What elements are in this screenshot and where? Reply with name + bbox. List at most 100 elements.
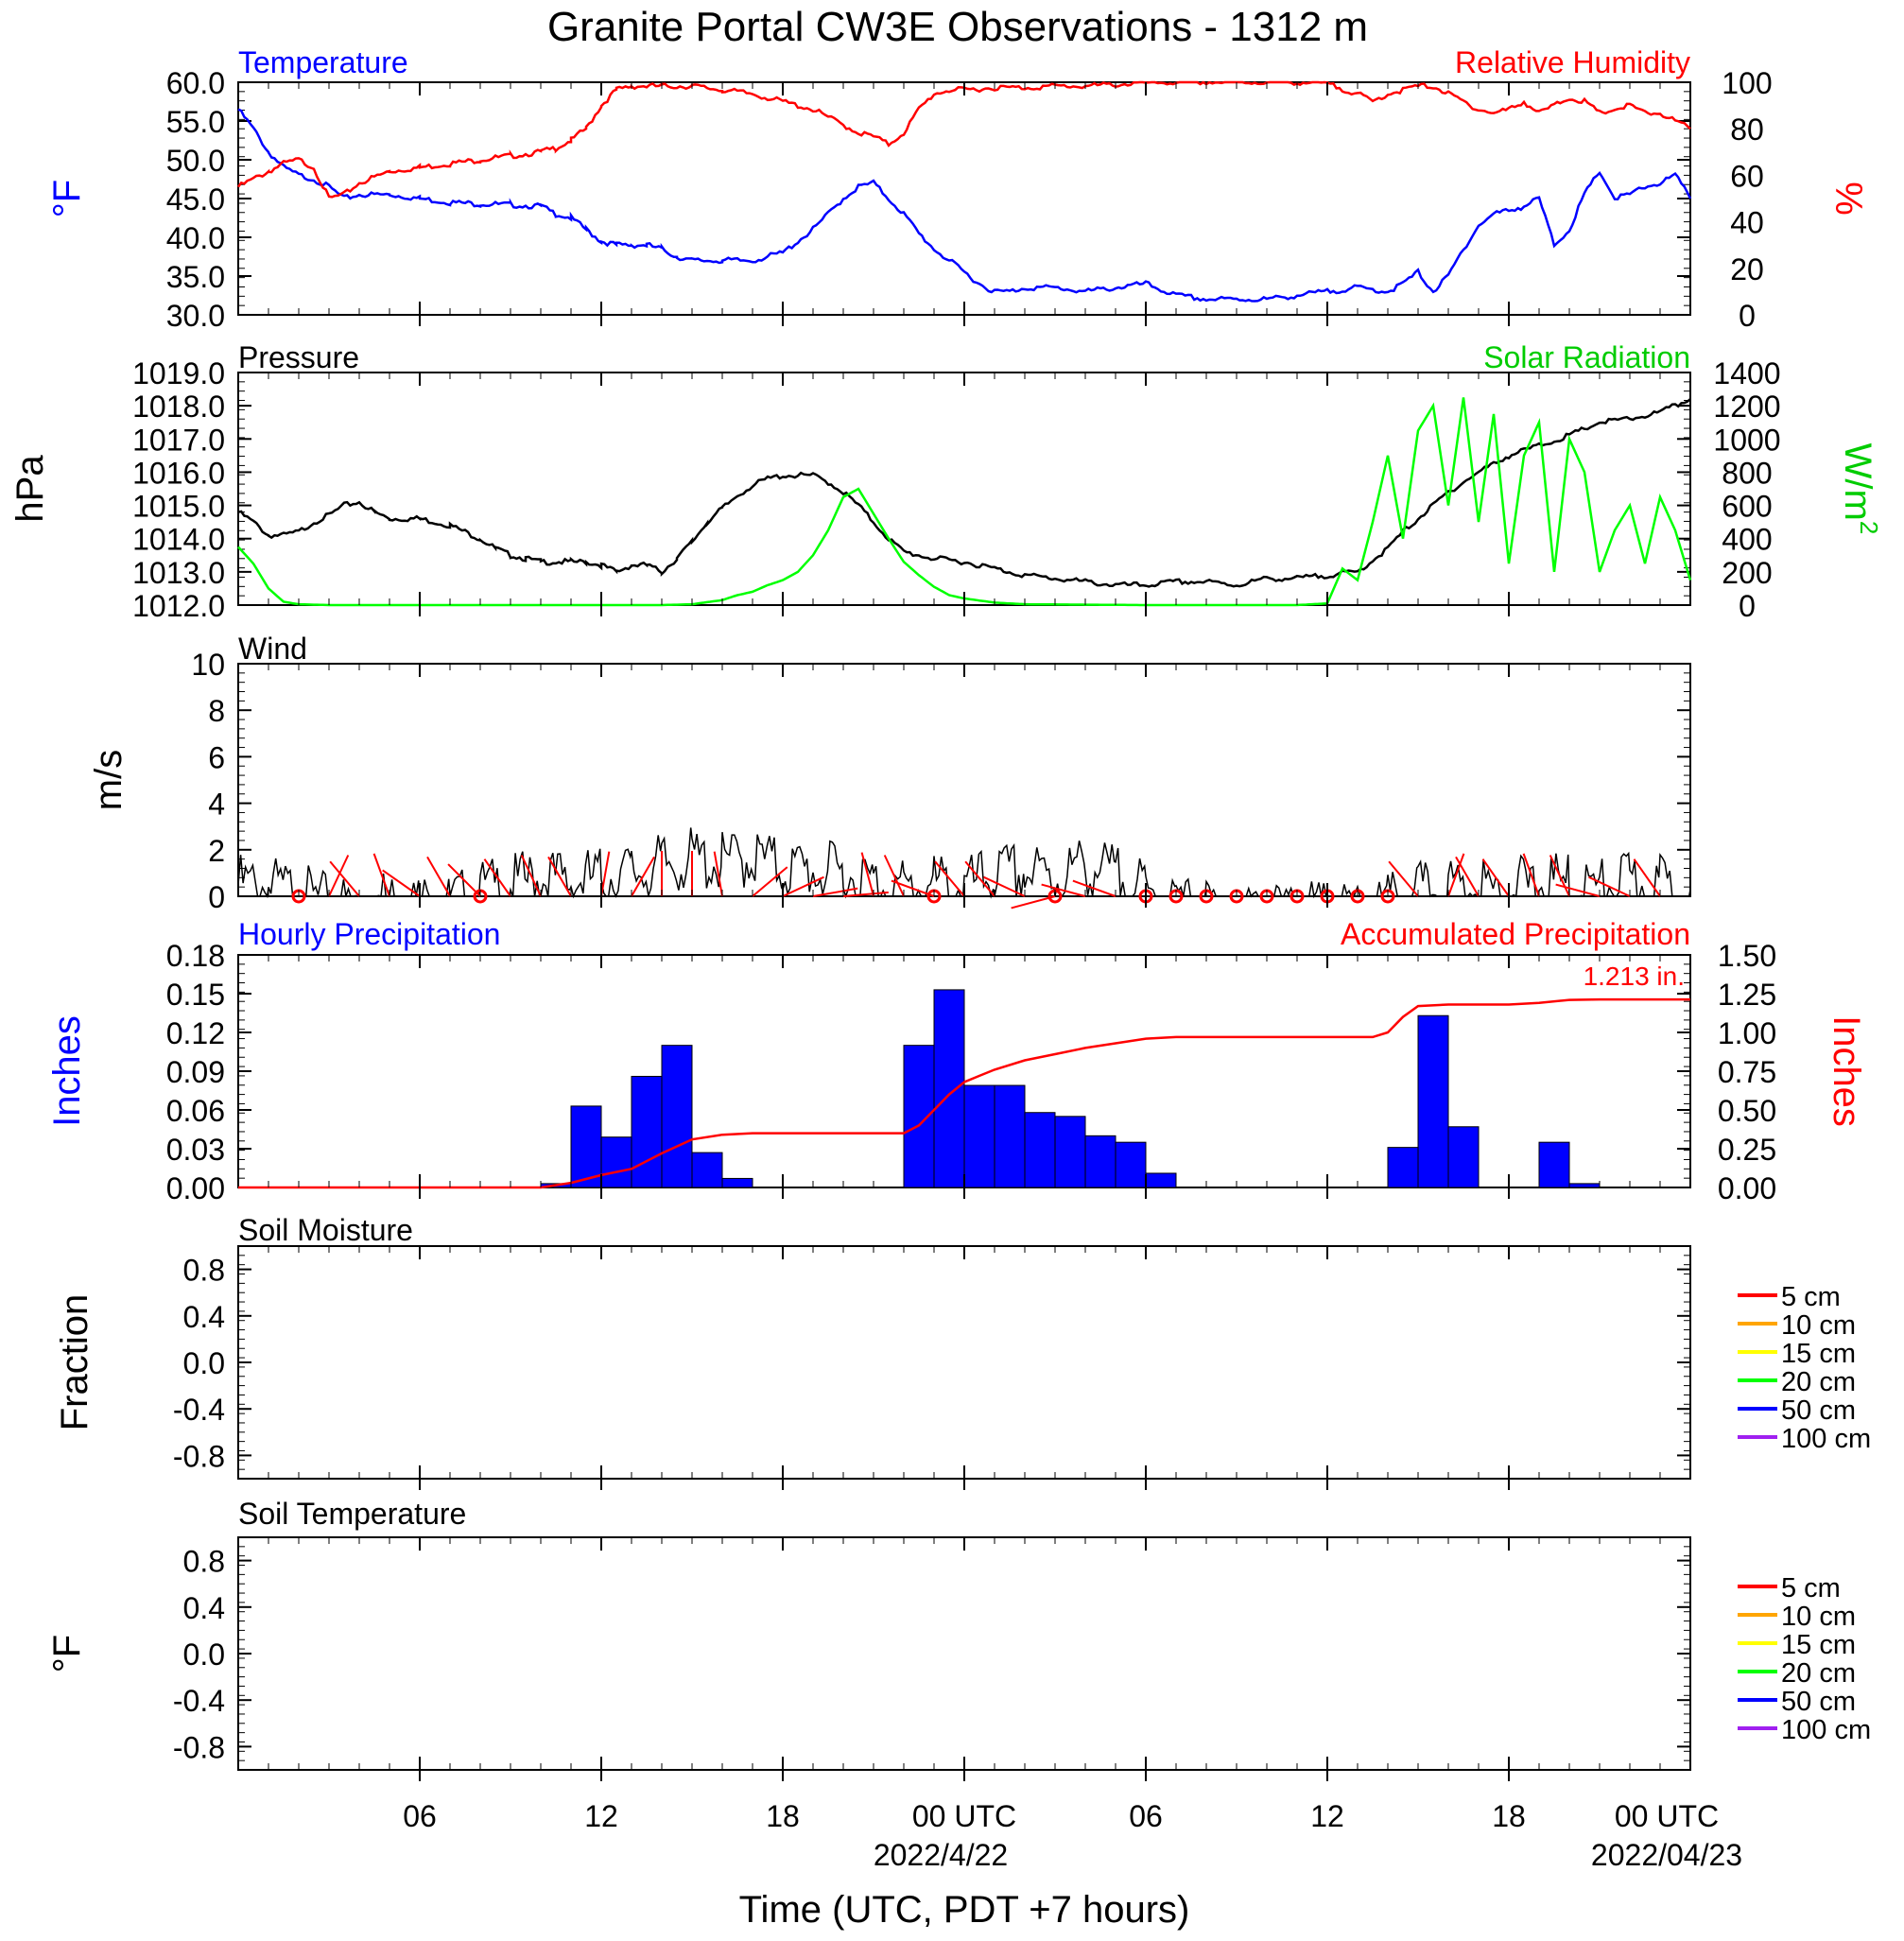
precip-bar xyxy=(1054,1116,1086,1188)
y-tick-label: 50.0 xyxy=(166,144,225,178)
wind-barb xyxy=(483,858,511,897)
panel-frame xyxy=(237,663,1691,897)
x-tick-label: 12 xyxy=(1310,1799,1344,1833)
wind-barb xyxy=(426,856,451,897)
y-tick-label: 1018.0 xyxy=(132,390,225,424)
precip-bar xyxy=(1417,1014,1449,1188)
accum-axis-label: Inches xyxy=(1826,1015,1867,1127)
y-tick-label: 0.50 xyxy=(1718,1094,1776,1128)
series-line xyxy=(237,827,1691,899)
accum-precip-series xyxy=(238,997,1690,1189)
wind-barb xyxy=(1522,853,1540,897)
y-tick-label: 1012.0 xyxy=(132,589,225,623)
pressure-axis-label: hPa xyxy=(9,455,51,523)
wind-barb xyxy=(1633,858,1661,897)
precip-bar xyxy=(661,1045,693,1188)
temperature-title: Temperature xyxy=(238,45,408,79)
y-tick-label: 0.03 xyxy=(166,1133,225,1167)
series-line xyxy=(237,397,1692,607)
y-tick-label: -0.4 xyxy=(173,1393,225,1427)
legend-label: 50 cm xyxy=(1781,1687,1856,1717)
humidity-axis-ticks: 0 20 40 60 80 100 xyxy=(1722,66,1772,333)
series-line xyxy=(237,398,1691,588)
wind-barb xyxy=(1388,860,1419,897)
y-tick-label: 200 xyxy=(1722,556,1772,590)
precip-bar xyxy=(570,1105,602,1188)
precip-bar xyxy=(600,1136,632,1188)
y-tick-label: 1019.0 xyxy=(132,356,225,390)
y-tick-label: 1016.0 xyxy=(132,456,225,490)
wind-barb xyxy=(520,855,542,897)
y-tick-label: 2 xyxy=(208,834,225,868)
wind-barb xyxy=(329,860,360,897)
wind-barb xyxy=(883,855,905,897)
y-tick-label: 10 xyxy=(191,648,225,682)
panel-frame xyxy=(237,372,1691,606)
panel-soil-moisture: Soil Moisture -0.8 -0.4 0.0 0.4 0.8 Fraction… xyxy=(54,1213,1871,1480)
wind-barb xyxy=(1072,879,1116,897)
accum-line xyxy=(238,997,1690,1189)
precip-bar xyxy=(1145,1172,1177,1188)
precip-bar xyxy=(691,1152,723,1188)
y-tick-label: 1.00 xyxy=(1718,1016,1776,1050)
x-tick-label: 18 xyxy=(766,1799,800,1833)
wind-barb xyxy=(600,851,611,897)
temperature-axis-ticks: 30.0 35.0 40.0 45.0 50.0 55.0 60.0 xyxy=(166,66,1690,333)
soil-moisture-title: Soil Moisture xyxy=(238,1213,413,1247)
x-tick-label: 12 xyxy=(584,1799,618,1833)
y-tick-label: 20 xyxy=(1730,252,1764,286)
y-tick-label: 0.00 xyxy=(1718,1171,1776,1205)
wind-barb xyxy=(964,860,995,897)
wind-barb xyxy=(812,887,858,897)
pressure-series xyxy=(237,398,1691,588)
y-tick-label: 0.0 xyxy=(183,1346,225,1380)
humidity-axis-label: % xyxy=(1827,182,1869,216)
wind-axis-label: m/s xyxy=(88,750,130,810)
y-tick-label: 0.8 xyxy=(183,1254,225,1288)
wind-barb xyxy=(1555,883,1601,897)
y-tick-label: 80 xyxy=(1730,113,1764,147)
wind-barb xyxy=(1588,875,1631,897)
wind-barb xyxy=(1481,858,1510,897)
wind-barb xyxy=(1041,883,1086,897)
y-tick-label: 0.00 xyxy=(166,1171,225,1205)
legend-label: 10 cm xyxy=(1781,1602,1856,1632)
x-tick-label: 00 UTC xyxy=(912,1799,1016,1833)
time-axis-ticks: 06 12 18 00 UTC 06 12 18 00 UTC xyxy=(268,82,1719,1833)
series-line xyxy=(237,108,1692,303)
wind-barb xyxy=(1447,853,1465,897)
wind-barb xyxy=(934,860,965,897)
wind-barb xyxy=(382,869,421,897)
pressure-axis-ticks: 1012.01013.01014.01015.01016.01017.01018… xyxy=(132,356,1690,623)
soil-moisture-axis-label: Fraction xyxy=(54,1294,95,1431)
soil-moisture-axis-ticks: -0.8 -0.4 0.0 0.4 0.8 xyxy=(173,1245,1690,1480)
solar-series xyxy=(237,397,1692,607)
y-tick-label: 1014.0 xyxy=(132,523,225,557)
legend-label: 5 cm xyxy=(1781,1282,1841,1312)
precip-bar xyxy=(1115,1141,1147,1188)
y-tick-label: 0.4 xyxy=(183,1591,225,1625)
precip-bar xyxy=(721,1177,753,1188)
panel-frame xyxy=(237,1536,1691,1771)
legend-label: 50 cm xyxy=(1781,1395,1856,1426)
y-tick-label: 30.0 xyxy=(166,299,225,333)
wind-barb xyxy=(891,879,935,897)
humidity-title: Relative Humidity xyxy=(1455,45,1690,79)
wind-barb xyxy=(1455,856,1480,897)
wind-barb xyxy=(842,891,889,897)
y-tick-label: 0.25 xyxy=(1718,1133,1776,1167)
y-tick-label: 600 xyxy=(1722,490,1772,524)
precip-bar xyxy=(1538,1141,1570,1188)
y-tick-label: 0.18 xyxy=(166,939,225,973)
y-tick-label: 0 xyxy=(1739,589,1756,623)
panel-precipitation: Hourly Precipitation Accumulated Precipi… xyxy=(46,917,1867,1205)
wind-barb xyxy=(1011,895,1056,910)
panel-frame xyxy=(237,81,1691,316)
y-tick-label: 0.0 xyxy=(183,1638,225,1672)
wind-barb xyxy=(983,875,1026,897)
wind-speed-series xyxy=(237,827,1691,899)
y-tick-label: 1.25 xyxy=(1718,978,1776,1012)
y-tick-label: 0.09 xyxy=(166,1055,225,1089)
